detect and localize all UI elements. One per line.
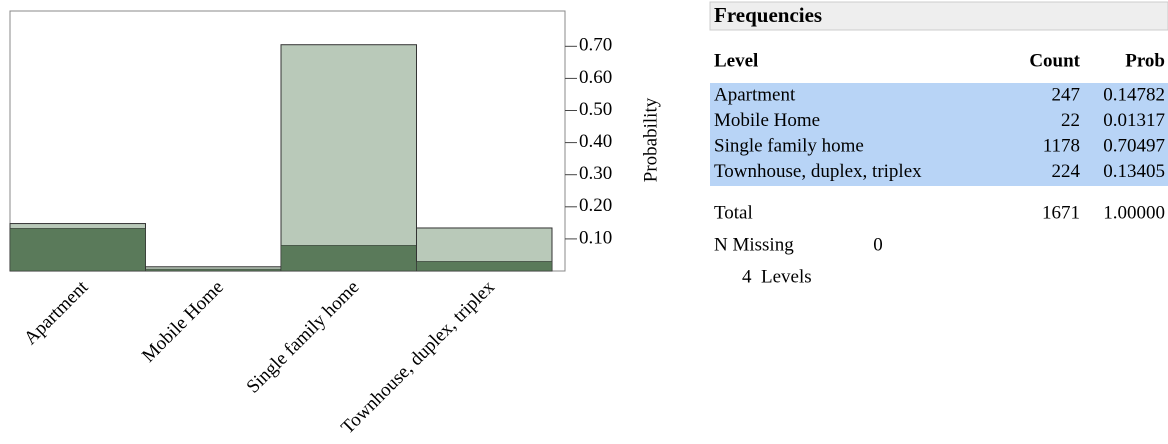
y-tick-label: 0.30 <box>579 163 612 184</box>
y-tick-label: 0.10 <box>579 227 612 248</box>
x-tick-label: Apartment <box>20 276 93 349</box>
column-header: Level <box>714 50 758 71</box>
table-cell: Mobile Home <box>714 110 820 131</box>
header-bar <box>709 1 1168 31</box>
levels-note: 4 Levels <box>742 266 812 287</box>
table-cell: 0.70497 <box>1103 135 1165 156</box>
table-cell: 0.13405 <box>1103 161 1165 182</box>
table-cell: 1671 <box>1042 202 1080 223</box>
table-cell: 1.00000 <box>1103 202 1165 223</box>
bar <box>280 44 417 272</box>
bar-highlight <box>416 261 553 272</box>
x-tick-label: Mobile Home <box>138 277 228 367</box>
bar-highlight <box>145 268 282 272</box>
y-axis-title: Probability <box>640 97 661 182</box>
table-cell: 247 <box>1052 84 1081 105</box>
selected-rows <box>710 83 1168 186</box>
y-tick-label: 0.60 <box>579 67 612 88</box>
table-cell: Single family home <box>714 135 864 156</box>
x-tick-label: Single family home <box>243 277 364 398</box>
y-tick-label: 0.70 <box>579 35 612 56</box>
column-header: Count <box>1029 50 1080 71</box>
table-cell: Apartment <box>714 84 796 105</box>
table-cell: 1178 <box>1043 135 1080 156</box>
table-cell: 22 <box>1061 110 1080 131</box>
table-cell: Townhouse, duplex, triplex <box>714 161 922 182</box>
y-tick-label: 0.50 <box>579 99 612 120</box>
x-tick-label: Townhouse, duplex, triplex <box>337 276 499 438</box>
table-cell: Total <box>714 202 753 223</box>
table-title: Frequencies <box>714 3 822 27</box>
missing-label: N Missing <box>714 234 794 255</box>
bar-highlight <box>9 228 146 272</box>
bar-highlight <box>280 245 417 272</box>
table-cell: 0.14782 <box>1103 84 1165 105</box>
missing-value: 0 <box>873 234 883 255</box>
table-cell: 224 <box>1052 161 1081 182</box>
column-header: Prob <box>1125 50 1165 71</box>
y-tick-label: 0.40 <box>579 131 612 152</box>
table-cell: 0.01317 <box>1103 110 1165 131</box>
y-tick-label: 0.20 <box>579 195 612 216</box>
